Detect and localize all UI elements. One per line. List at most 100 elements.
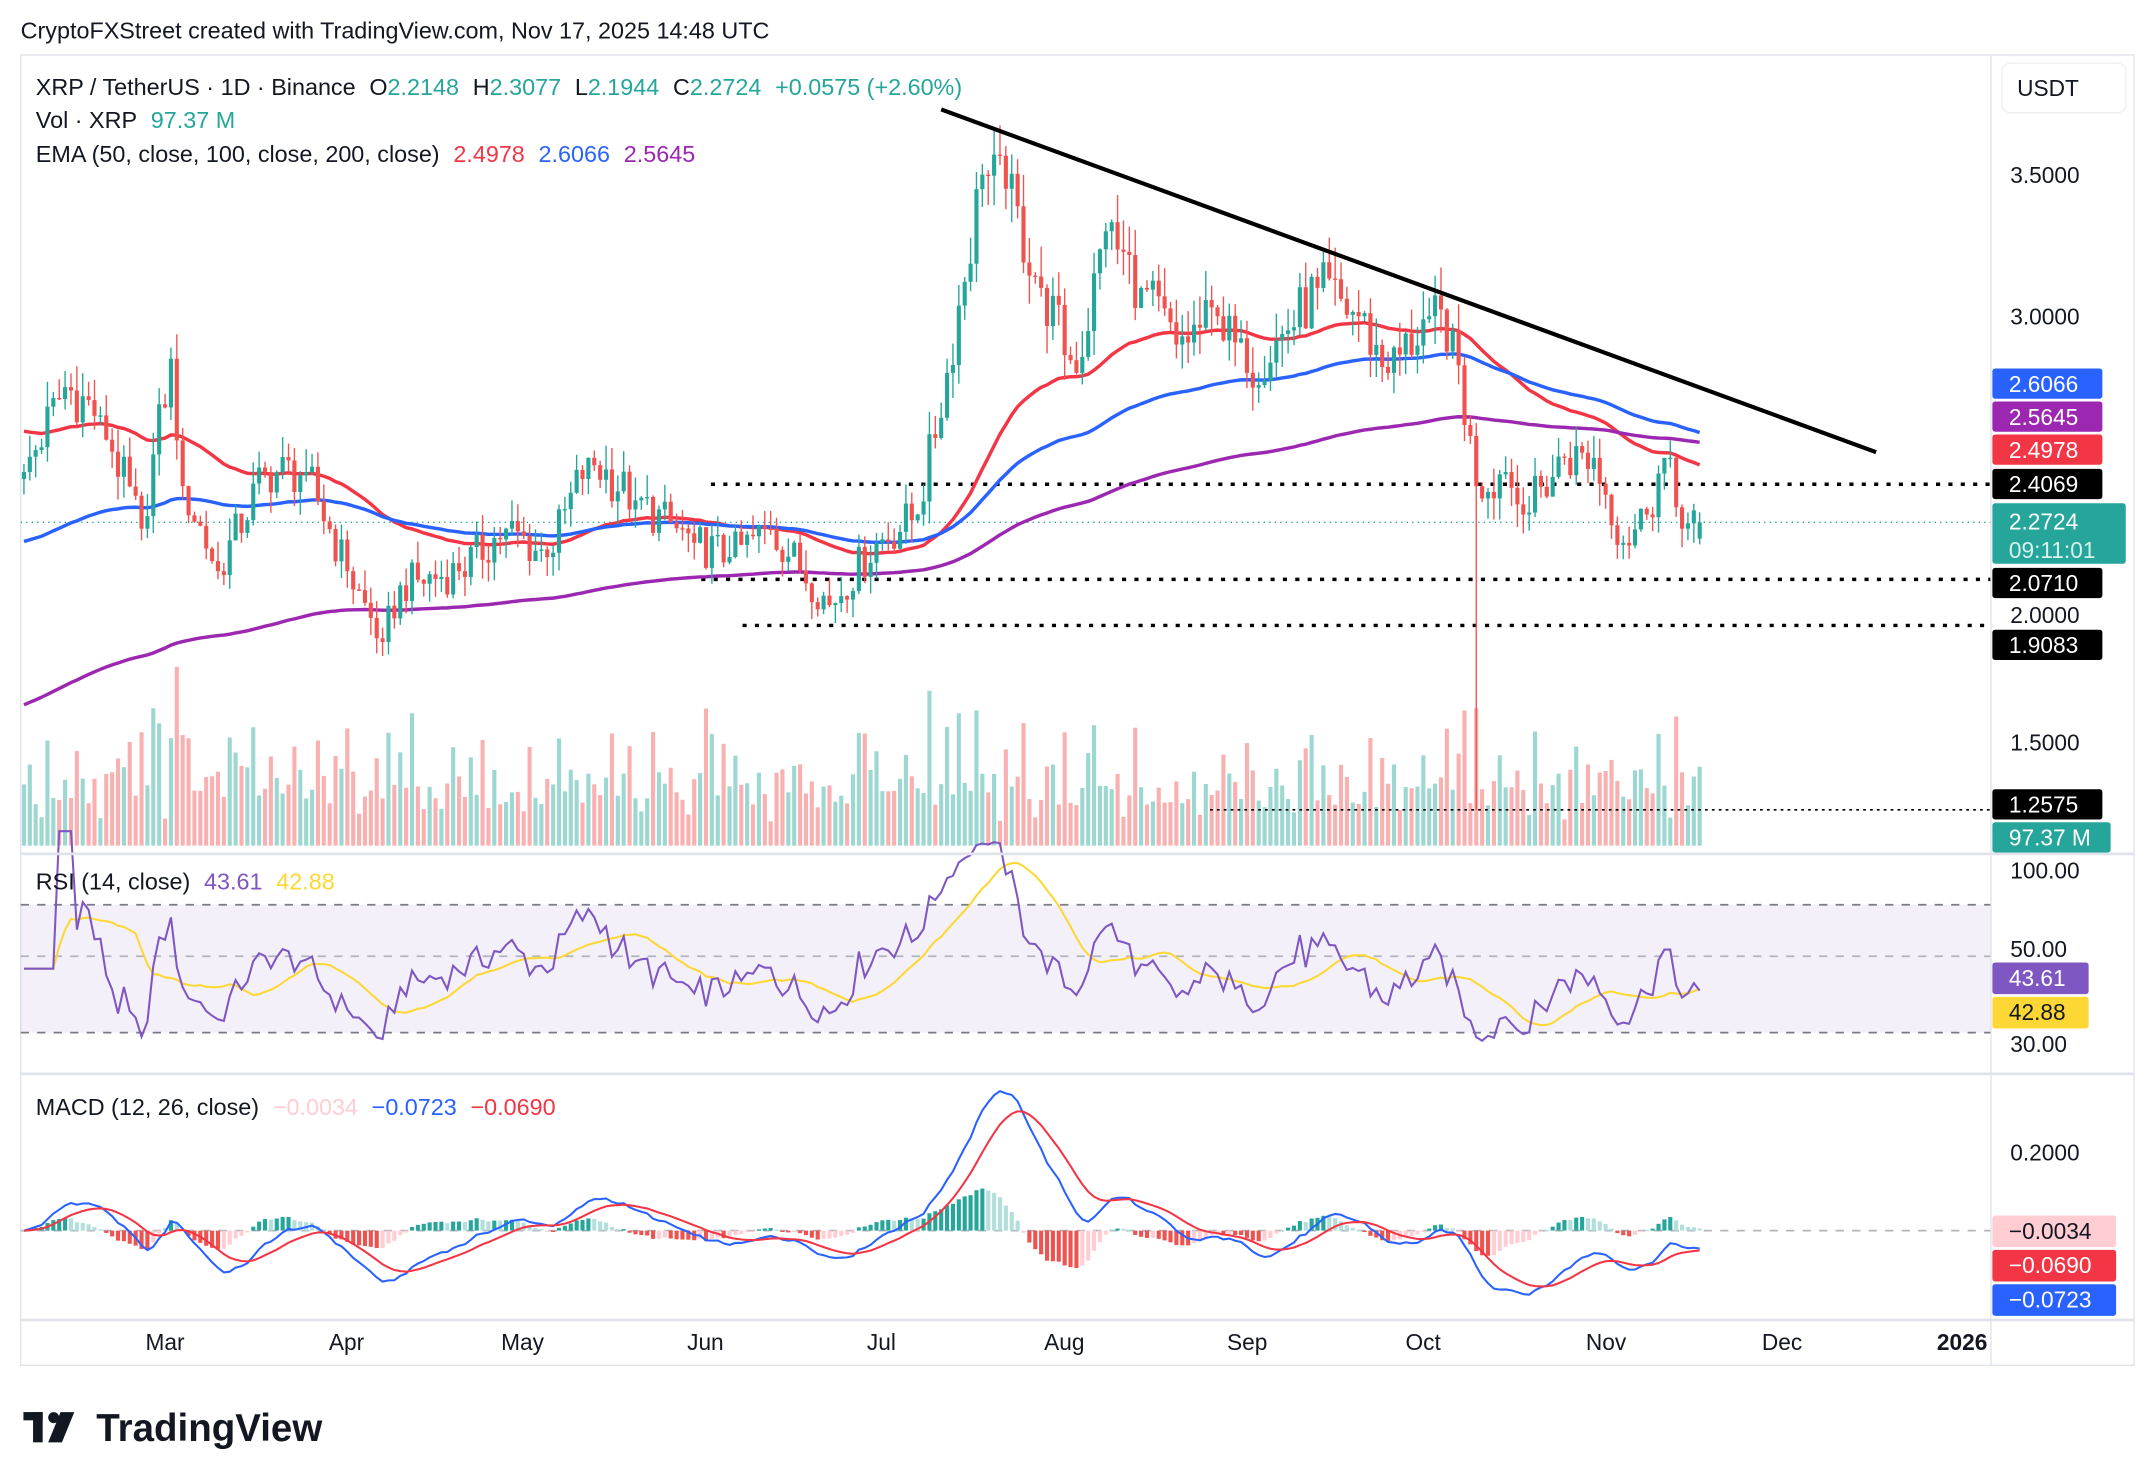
candles: [21, 125, 1702, 810]
svg-text:2.6066: 2.6066: [2009, 371, 2078, 397]
candle-body: [398, 585, 403, 619]
currency-button[interactable]: USDT: [2001, 62, 2127, 114]
macd-histogram-bar: [1162, 1230, 1167, 1241]
candle-body: [74, 390, 79, 423]
volume-bar: [739, 784, 744, 846]
volume-bar: [803, 793, 809, 846]
candle-body: [368, 602, 373, 618]
macd-histogram-bar: [251, 1226, 256, 1231]
volume-bar: [592, 784, 597, 846]
volume-bar: [709, 733, 714, 846]
time-axis-label: Apr: [329, 1329, 365, 1355]
candle-body: [157, 404, 162, 455]
candle-body: [480, 534, 485, 560]
macd-histogram-bar: [409, 1227, 415, 1231]
volume-bar: [733, 755, 738, 846]
macd-histogram-bar: [1538, 1230, 1543, 1232]
macd-histogram-bar: [903, 1217, 908, 1231]
macd-histogram-bar: [1086, 1230, 1091, 1261]
macd-histogram-bar: [1444, 1228, 1449, 1231]
macd-histogram-bar: [292, 1220, 297, 1231]
macd-histogram-bar: [274, 1218, 279, 1231]
volume-bar: [692, 779, 697, 846]
volume-bar: [1380, 758, 1385, 846]
last-price-badge: 2.2724 09:11:01: [1992, 503, 2126, 564]
candle-body: [245, 520, 250, 533]
volume-bar: [1485, 805, 1491, 846]
candle-body: [215, 561, 221, 572]
candle-body: [1262, 380, 1267, 386]
candle-body: [803, 570, 809, 584]
volume-bar: [1444, 728, 1449, 846]
candle-body: [721, 534, 726, 563]
macd-histogram-bar: [803, 1230, 809, 1236]
macd-histogram-bar: [780, 1230, 785, 1232]
volume-bar: [74, 751, 79, 846]
candle-body: [1338, 279, 1344, 299]
macd-histogram-bar: [1609, 1228, 1614, 1231]
macd-histogram-bar: [327, 1230, 332, 1234]
volume-bar: [362, 796, 368, 846]
candle-body: [1015, 173, 1020, 207]
volume-bar: [415, 786, 420, 846]
volume-bar: [574, 779, 579, 846]
macd-histogram-bar: [745, 1230, 750, 1233]
macd-histogram-bar: [656, 1230, 662, 1239]
macd-histogram-bar: [968, 1195, 973, 1231]
macd-histogram-bar: [815, 1230, 820, 1240]
volume-bar: [768, 821, 773, 846]
candle-body: [433, 574, 438, 580]
candle-body: [945, 372, 950, 418]
macd-histogram-bar: [1632, 1230, 1638, 1235]
macd-histogram-bar: [1503, 1230, 1508, 1247]
candle-body: [1280, 333, 1285, 341]
macd-histogram-bar: [345, 1230, 350, 1242]
volume-bar: [462, 796, 467, 846]
volume-bar: [1350, 802, 1355, 846]
candle-body: [345, 539, 350, 572]
volume-bar: [1174, 781, 1179, 846]
macd-histogram-bar: [1097, 1230, 1103, 1243]
macd-histogram-bar: [110, 1230, 115, 1237]
candle-body: [509, 520, 515, 529]
macd-histogram-bar: [768, 1228, 773, 1231]
candle-body: [680, 528, 685, 530]
time-axis[interactable]: Mar Apr May Jun Jul Aug Sep Oct Nov Dec 2026: [146, 1329, 1988, 1355]
volume-bar: [950, 794, 956, 846]
macd-histogram-bar: [1174, 1230, 1179, 1245]
macd-histogram-bar: [210, 1230, 215, 1248]
volume-bar: [357, 813, 362, 846]
candle-body: [333, 529, 338, 562]
macd-histogram-bar: [1333, 1218, 1338, 1231]
volume-bar: [1415, 786, 1420, 846]
macd-histogram-bar: [451, 1221, 456, 1231]
volume-bar: [33, 804, 38, 846]
candle-body: [950, 365, 956, 373]
volume-bar: [1338, 764, 1344, 846]
rsi-tick: 50.00: [2010, 936, 2067, 962]
macd-histogram-bar: [986, 1190, 991, 1231]
candle-body: [968, 263, 973, 282]
candle-body: [1209, 300, 1214, 308]
macd-histogram-bar: [1191, 1230, 1197, 1244]
macd-histogram-bar: [980, 1188, 985, 1231]
candle-body: [598, 465, 603, 480]
macd-histogram-bar: [74, 1222, 79, 1231]
macd-histogram-bar: [421, 1223, 426, 1231]
candle-body: [792, 542, 797, 557]
candle-body: [750, 534, 756, 537]
macd-histogram-bar: [1374, 1230, 1379, 1238]
volume-bar: [1033, 817, 1038, 846]
candle-body: [1697, 522, 1702, 539]
volume-bar: [580, 802, 585, 846]
volume-bar: [1139, 787, 1144, 846]
volume-bar: [280, 793, 285, 846]
candle-body: [309, 466, 315, 473]
macd-histogram-bar: [562, 1225, 567, 1231]
volume-bar: [1674, 716, 1679, 846]
candle-body: [1444, 309, 1449, 352]
macd-histogram-bar: [668, 1230, 673, 1239]
trendline[interactable]: [940, 107, 1877, 455]
volume-bar: [1556, 773, 1561, 846]
